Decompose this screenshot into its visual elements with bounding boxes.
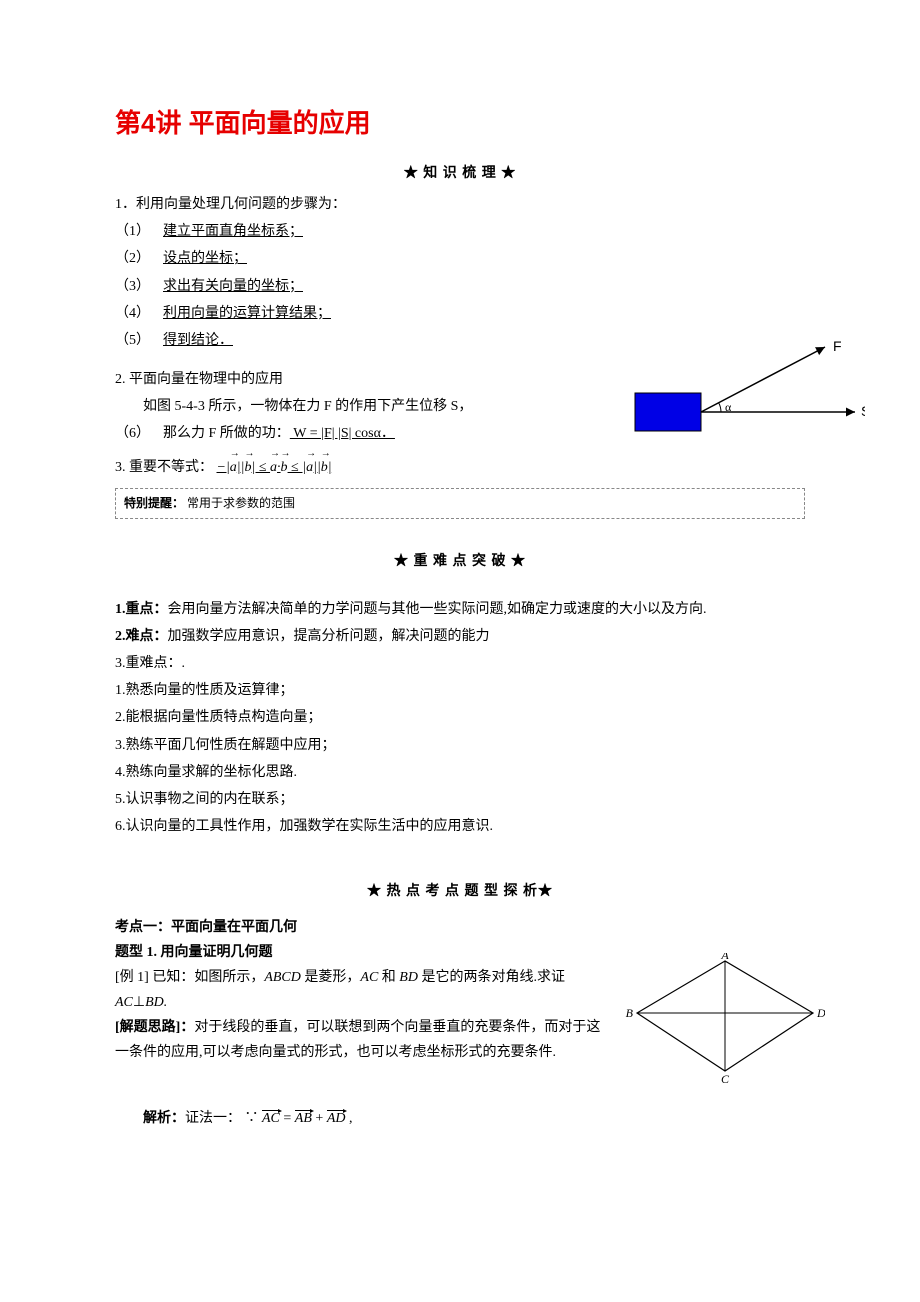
step-text: 建立平面直角坐标系； bbox=[163, 224, 303, 239]
perp: ⊥ bbox=[133, 995, 145, 1010]
bd: BD bbox=[399, 970, 418, 985]
step-text: 得到结论． bbox=[163, 333, 233, 348]
conclusion-line: AC⊥BD. bbox=[115, 990, 605, 1015]
proof-prefix: 证法一： bbox=[185, 1111, 241, 1126]
key-text: 会用向量方法解决简单的力学问题与其他一些实际问题,如确定力或速度的大小以及方向. bbox=[168, 602, 707, 617]
reminder-label: 特别提醒： bbox=[124, 496, 184, 510]
kaodian-title: 考点一：平面向量在平面几何 bbox=[115, 915, 805, 940]
ex-t2: 是菱形， bbox=[301, 970, 361, 985]
vec-ac: AC bbox=[262, 1110, 280, 1126]
step-num: （4） bbox=[115, 301, 163, 326]
proof-label: 解析： bbox=[143, 1111, 185, 1126]
ex-t3: 是它的两条对角线.求证 bbox=[418, 970, 565, 985]
because: ∵ bbox=[245, 1111, 259, 1126]
step-text: 利用向量的运算计算结果； bbox=[163, 306, 331, 321]
step-2: （2）设点的坐标； bbox=[115, 246, 805, 271]
step-num: （3） bbox=[115, 274, 163, 299]
both-label: 3.重难点：. bbox=[115, 651, 805, 676]
key-label: 1.重点： bbox=[115, 602, 168, 617]
rhombus-diagram: A B C D bbox=[625, 953, 825, 1083]
and: 和 bbox=[378, 970, 399, 985]
proof-line: 解析：证法一： ∵ AC = AB + AD , bbox=[115, 1106, 805, 1131]
section-header-knowledge: ★ 知 识 梳 理 ★ bbox=[115, 161, 805, 186]
step-1: （1）建立平面直角坐标系； bbox=[115, 219, 805, 244]
force-diagram: F S α bbox=[565, 341, 865, 461]
vec-ab: AB bbox=[295, 1110, 312, 1126]
step-num: （5） bbox=[115, 328, 163, 353]
abcd: ABCD bbox=[264, 970, 301, 985]
bp-item-1: 1.熟悉向量的性质及运算律； bbox=[115, 678, 805, 703]
svg-text:A: A bbox=[720, 953, 729, 962]
bp-item-2: 2.能根据向量性质特点构造向量； bbox=[115, 705, 805, 730]
comma: , bbox=[349, 1111, 353, 1126]
step-text: 设点的坐标； bbox=[163, 251, 247, 266]
bp-item-4: 4.熟练向量求解的坐标化思路. bbox=[115, 760, 805, 785]
svg-text:S: S bbox=[861, 403, 865, 419]
svg-text:B: B bbox=[626, 1006, 634, 1020]
reminder-box: 特别提醒： 常用于求参数的范围 bbox=[115, 488, 805, 520]
step-num: （1） bbox=[115, 219, 163, 244]
eq: = bbox=[283, 1111, 294, 1126]
solution-label: [解题思路]： bbox=[115, 1020, 194, 1035]
diff-text: 加强数学应用意识，提高分析问题，解决问题的能力 bbox=[168, 629, 490, 644]
example-label: [例 1] bbox=[115, 970, 152, 985]
steps-intro: 1．利用向量处理几何问题的步骤为： bbox=[115, 192, 805, 217]
difficult-point-line: 2.难点：加强数学应用意识，提高分析问题，解决问题的能力 bbox=[115, 624, 805, 649]
svg-text:C: C bbox=[721, 1072, 730, 1083]
step-num: （6） bbox=[115, 421, 163, 446]
step6-prefix: 那么力 F 所做的功： bbox=[163, 426, 290, 441]
ex-t1: 已知：如图所示， bbox=[152, 970, 264, 985]
svg-text:F: F bbox=[833, 341, 842, 354]
step-4: （4）利用向量的运算计算结果； bbox=[115, 301, 805, 326]
ac: AC bbox=[360, 970, 378, 985]
vec-ad: AD bbox=[327, 1110, 346, 1126]
c-ac: AC bbox=[115, 995, 133, 1010]
step6-formula: W = |F| |S| cosα． bbox=[290, 426, 395, 441]
section-header-breakpoints: ★ 重 难 点 突 破 ★ bbox=[115, 549, 805, 574]
section-header-hot: ★ 热 点 考 点 题 型 探 析★ bbox=[115, 879, 805, 904]
key-point-line: 1.重点：会用向量方法解决简单的力学问题与其他一些实际问题,如确定力或速度的大小… bbox=[115, 597, 805, 622]
c-bd: BD. bbox=[145, 995, 167, 1010]
ineq-prefix: 3. 重要不等式： bbox=[115, 460, 213, 475]
bp-item-5: 5.认识事物之间的内在联系； bbox=[115, 787, 805, 812]
example-1: [例 1] 已知：如图所示，ABCD 是菱形，AC 和 BD 是它的两条对角线.… bbox=[115, 965, 605, 990]
svg-text:D: D bbox=[816, 1006, 825, 1020]
svg-text:α: α bbox=[725, 400, 732, 414]
reminder-text: 常用于求参数的范围 bbox=[184, 496, 295, 510]
step-num: （2） bbox=[115, 246, 163, 271]
diff-label: 2.难点： bbox=[115, 629, 168, 644]
plus: + bbox=[315, 1111, 326, 1126]
step-3: （3）求出有关向量的坐标； bbox=[115, 274, 805, 299]
solution-block: [解题思路]：对于线段的垂直，可以联想到两个向量垂直的充要条件，而对于这一条件的… bbox=[115, 1015, 605, 1065]
page-title: 第4讲 平面向量的应用 bbox=[115, 100, 805, 147]
step-text: 求出有关向量的坐标； bbox=[163, 279, 303, 294]
bp-item-6: 6.认识向量的工具性作用，加强数学在实际生活中的应用意识. bbox=[115, 814, 805, 839]
bp-item-3: 3.熟练平面几何性质在解题中应用； bbox=[115, 733, 805, 758]
